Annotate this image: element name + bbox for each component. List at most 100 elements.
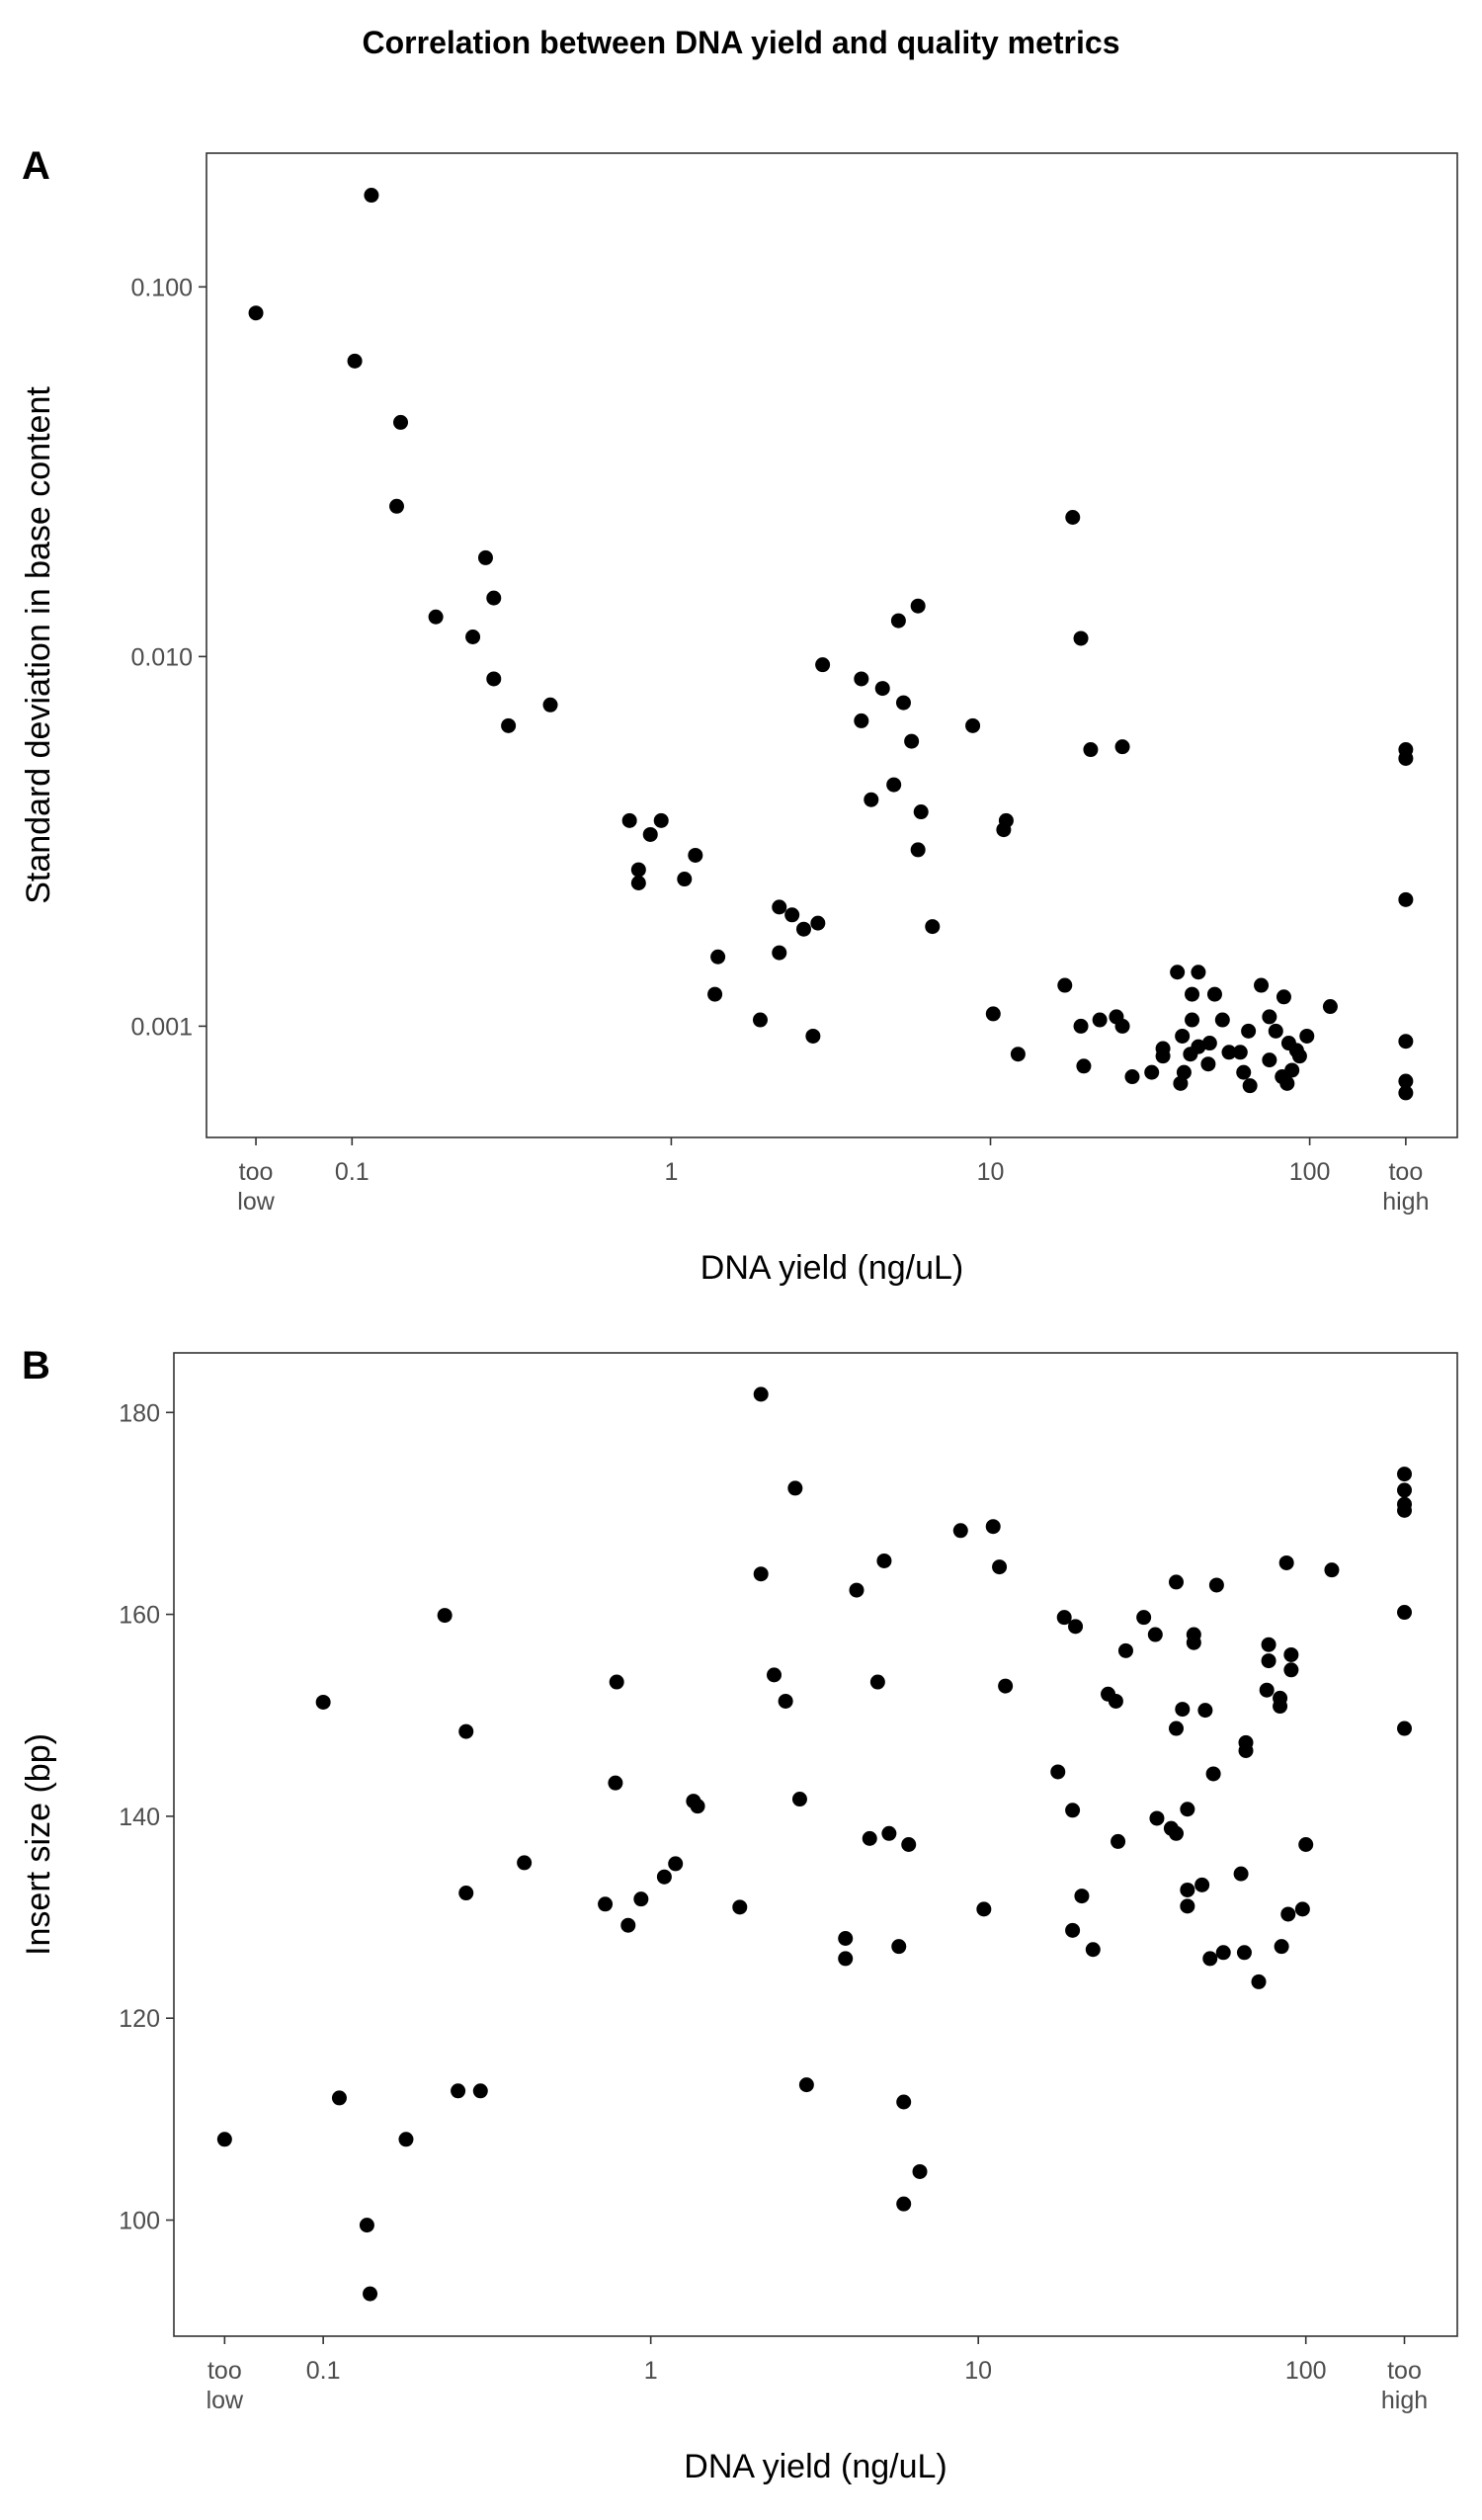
point	[630, 875, 646, 890]
point	[1276, 989, 1291, 1005]
point	[1268, 1023, 1283, 1039]
point	[633, 1891, 649, 1907]
point	[1280, 1906, 1296, 1922]
point	[753, 1566, 769, 1582]
point	[1168, 1574, 1184, 1590]
point	[1149, 1810, 1165, 1826]
point	[1056, 1610, 1072, 1626]
point	[690, 1799, 705, 1814]
point	[838, 1951, 854, 1967]
point	[1175, 1028, 1191, 1044]
point	[1108, 1693, 1123, 1709]
point	[1144, 1064, 1160, 1080]
point	[876, 1553, 892, 1568]
point	[1279, 1075, 1295, 1091]
x-tick-label: 100	[1285, 2357, 1327, 2385]
point	[1083, 742, 1099, 758]
point	[784, 907, 800, 923]
point	[912, 2163, 928, 2179]
point	[472, 2083, 488, 2099]
point	[810, 915, 826, 931]
point	[1197, 1703, 1213, 1719]
point	[653, 812, 669, 828]
point	[1117, 1642, 1133, 1658]
point	[1111, 1833, 1126, 1849]
point	[1191, 1039, 1206, 1054]
point	[1398, 1085, 1414, 1101]
point	[1065, 1803, 1081, 1818]
point	[398, 2132, 414, 2147]
figure-title: Correlation between DNA yield and qualit…	[363, 25, 1120, 60]
point	[767, 1667, 782, 1683]
point	[1254, 977, 1270, 993]
point	[1176, 1064, 1192, 1080]
point	[1073, 1018, 1089, 1034]
point	[363, 2286, 378, 2302]
point	[451, 2083, 466, 2099]
plot-frame	[206, 152, 1458, 1138]
point	[1175, 1702, 1191, 1718]
point	[925, 919, 941, 935]
point	[904, 733, 920, 749]
point	[787, 1480, 803, 1496]
point	[874, 681, 890, 697]
point	[864, 792, 879, 807]
point	[1214, 1012, 1230, 1028]
point	[1274, 1939, 1289, 1955]
x-tick-label: too high	[1381, 2357, 1428, 2414]
point	[1191, 965, 1206, 980]
point	[913, 804, 929, 820]
y-tick-label: 0.010	[130, 643, 193, 671]
point	[862, 1830, 877, 1846]
point	[1397, 1467, 1413, 1482]
point	[393, 414, 409, 430]
point	[1206, 986, 1222, 1002]
point	[542, 697, 558, 713]
point	[364, 188, 379, 204]
x-tick-label: 0.1	[335, 1158, 370, 1186]
point	[854, 713, 869, 728]
point	[1136, 1610, 1152, 1626]
point	[1170, 965, 1186, 980]
point	[795, 921, 811, 937]
point	[1065, 509, 1081, 525]
point	[1202, 1951, 1218, 1967]
point	[1291, 1049, 1307, 1064]
x-tick-label: 0.1	[306, 2357, 341, 2385]
point	[896, 2196, 912, 2212]
point	[1073, 630, 1089, 646]
point	[668, 1856, 684, 1872]
point	[896, 2094, 912, 2110]
point	[1233, 1866, 1249, 1882]
point	[642, 826, 658, 842]
point	[1398, 750, 1414, 766]
point	[1092, 1012, 1108, 1028]
x-tick-label: 10	[977, 1158, 1005, 1186]
y-tick-label: 0.001	[130, 1013, 193, 1041]
point	[815, 657, 831, 673]
point	[656, 1869, 672, 1885]
point	[1185, 986, 1200, 1002]
point	[1283, 1662, 1299, 1678]
point	[1185, 1012, 1200, 1028]
point	[501, 717, 517, 733]
point	[772, 899, 787, 915]
point	[910, 842, 926, 858]
point	[778, 1693, 793, 1709]
point	[216, 2132, 232, 2147]
point	[598, 1896, 614, 1912]
point	[347, 353, 363, 369]
point	[798, 2077, 814, 2093]
point	[985, 1519, 1001, 1535]
point	[753, 1386, 769, 1402]
point	[901, 1837, 917, 1852]
point	[1065, 1922, 1081, 1938]
point	[1085, 1942, 1101, 1958]
point	[609, 1674, 624, 1690]
x-tick-label: 1	[664, 1158, 678, 1186]
point	[1241, 1023, 1257, 1039]
point	[1259, 1682, 1275, 1698]
point	[477, 549, 493, 565]
point	[458, 1723, 474, 1739]
